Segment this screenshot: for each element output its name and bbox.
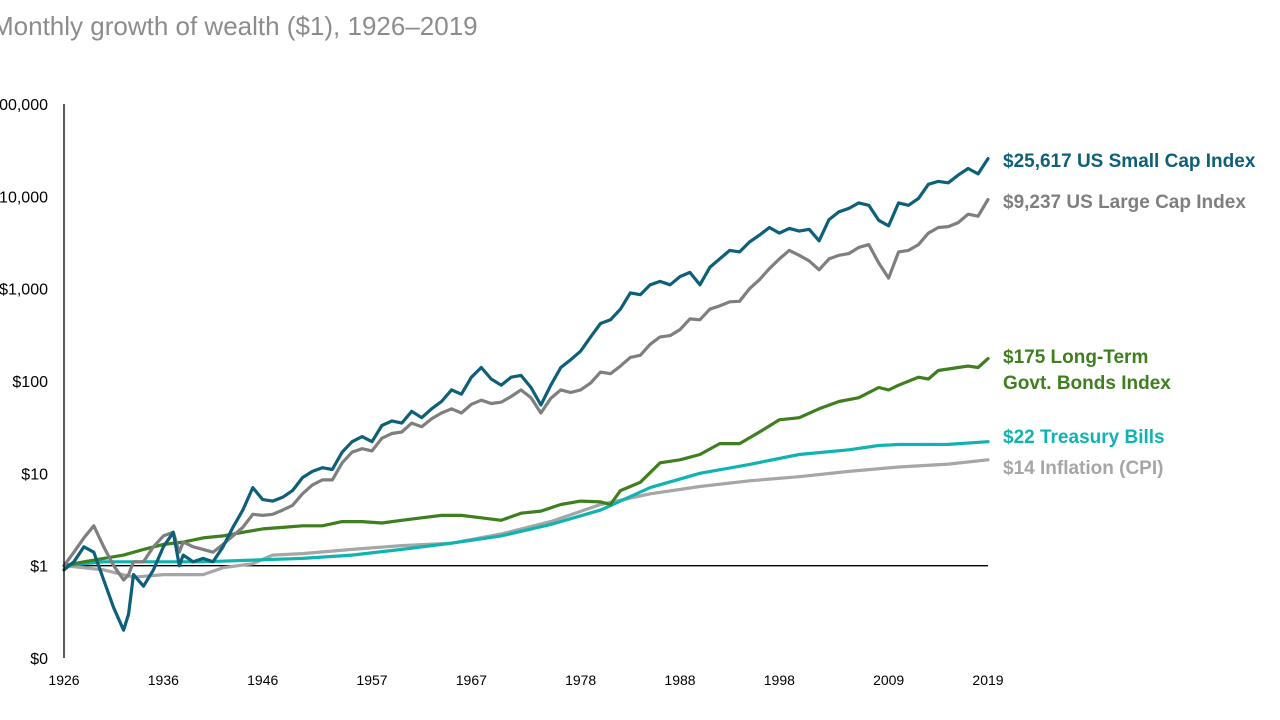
series-label-line: $9,237 US Large Cap Index <box>1003 192 1246 213</box>
series-label-line: Govt. Bonds Index <box>1003 373 1171 394</box>
y-tick-label: $1 <box>30 559 48 576</box>
x-tick-label: 1978 <box>565 672 596 688</box>
x-tick-label: 1957 <box>356 672 387 688</box>
series-label-line: $25,617 US Small Cap Index <box>1003 151 1256 172</box>
x-tick-label: 2009 <box>873 672 904 688</box>
series-label-layer: $25,617 US Small Cap Index $9,237 US Larg… <box>1003 151 1256 479</box>
series-label-0: $25,617 US Small Cap Index <box>1003 151 1256 172</box>
series-label-line: $22 Treasury Bills <box>1003 427 1165 448</box>
series-line-3 <box>62 440 990 568</box>
x-tick-label: 1926 <box>48 672 79 688</box>
y-tick-label: $0 <box>30 651 48 668</box>
series-label-2: $175 Long-Term Govt. Bonds Index <box>1003 347 1171 394</box>
y-tick-label: $1,000 <box>0 282 48 299</box>
x-tick-label: 1967 <box>456 672 487 688</box>
series-line-1 <box>62 197 990 582</box>
x-tick-label: 1936 <box>148 672 179 688</box>
x-tick-label: 1988 <box>664 672 695 688</box>
series-line-2 <box>62 357 990 568</box>
y-tick-label: $10,000 <box>0 189 48 206</box>
series-layer <box>62 157 990 632</box>
x-tick-label: 1946 <box>247 672 278 688</box>
x-tick-label: 1998 <box>764 672 795 688</box>
axis-layer: $0 $1 $10 $100 $1,000 $10,000 $100,000 1926 1936… <box>0 97 1004 688</box>
series-label-4: $14 Inflation (CPI) <box>1003 458 1163 479</box>
y-tick-label: $100 <box>12 374 48 391</box>
chart-title: Monthly growth of wealth ($1), 1926–2019 <box>0 11 478 41</box>
x-tick-label: 2019 <box>972 672 1003 688</box>
series-label-line: $14 Inflation (CPI) <box>1003 458 1163 479</box>
series-label-1: $9,237 US Large Cap Index <box>1003 192 1246 213</box>
series-label-line: $175 Long-Term <box>1003 347 1148 368</box>
y-tick-label: $100,000 <box>0 97 48 114</box>
series-label-3: $22 Treasury Bills <box>1003 427 1165 448</box>
series-line-0 <box>62 157 990 632</box>
y-tick-label: $10 <box>21 466 48 483</box>
